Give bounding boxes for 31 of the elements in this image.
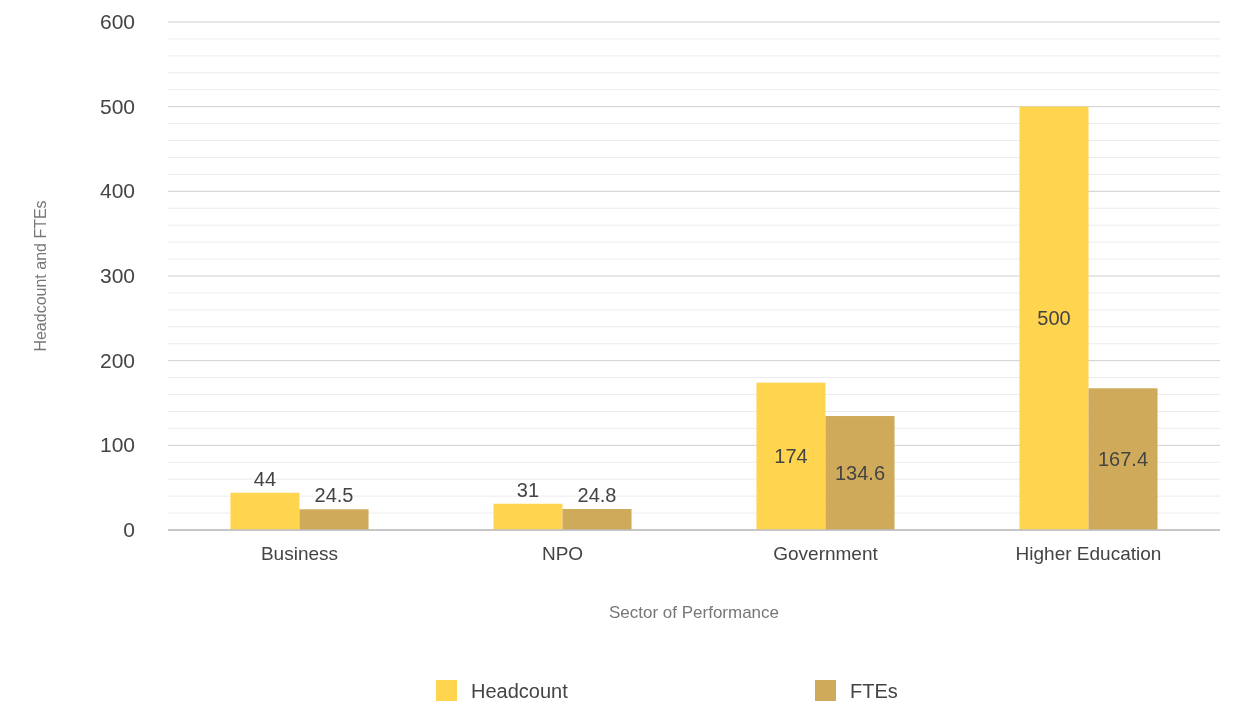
y-tick-label: 200 (99, 348, 135, 372)
x-tick-label: NPO (541, 543, 584, 564)
bar (562, 509, 632, 530)
y-tick-label: 100 (99, 433, 135, 457)
data-label: 174 (774, 445, 808, 468)
bar (230, 492, 300, 530)
y-axis-title: Headcount and FTEs (32, 200, 49, 352)
y-tick-label: 0 (123, 518, 135, 541)
legend-label: Headcount (471, 680, 569, 702)
data-label: 31 (516, 478, 540, 501)
bar (493, 503, 563, 530)
y-tick-label: 500 (99, 94, 135, 118)
legend-label: FTEs (850, 680, 898, 702)
x-tick-label: Business (260, 543, 339, 564)
data-label: 167.4 (1097, 448, 1149, 471)
data-label: 134.6 (834, 462, 886, 485)
y-tick-label: 300 (99, 264, 135, 287)
data-label: 24.5 (314, 484, 354, 507)
bar (299, 509, 369, 530)
y-tick-label: 600 (99, 10, 135, 33)
y-tick-label: 400 (99, 179, 135, 203)
bar (1088, 388, 1158, 530)
data-label: 44 (253, 467, 277, 490)
bar (756, 382, 826, 530)
x-axis-title: Sector of Performance (608, 603, 780, 622)
data-label: 500 (1037, 307, 1071, 330)
bar (1019, 106, 1089, 530)
bar (825, 416, 895, 530)
x-tick-label: Higher Education (1015, 543, 1162, 564)
x-tick-label: Government (773, 543, 879, 564)
data-label: 24.8 (577, 484, 617, 506)
